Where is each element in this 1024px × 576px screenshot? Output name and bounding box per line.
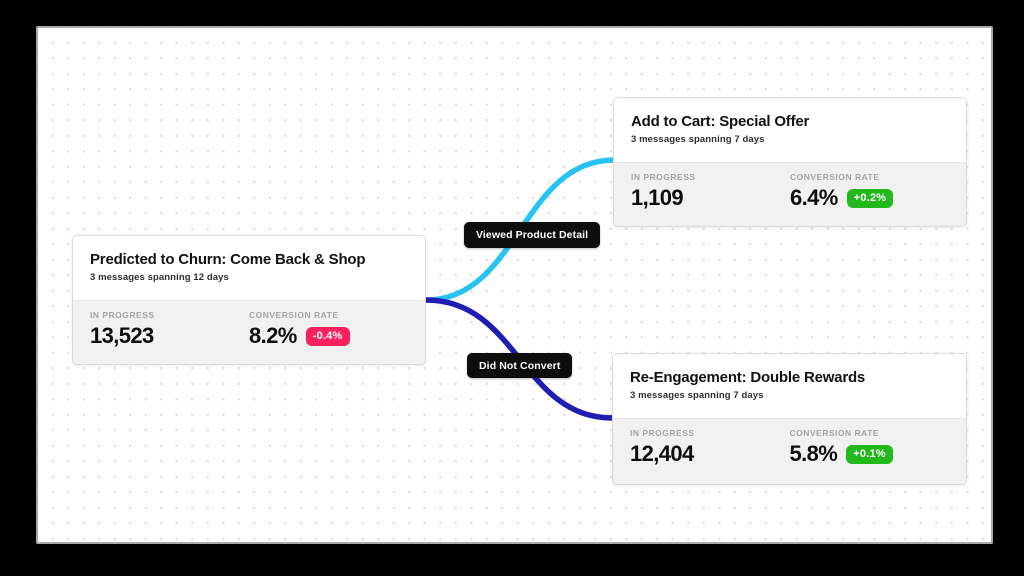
conversion-rate-stat: CONVERSION RATE 8.2% -0.4% — [249, 310, 408, 364]
conversion-rate-value: 5.8% — [789, 441, 838, 466]
node-stats: IN PROGRESS 12,404 CONVERSION RATE 5.8% … — [613, 418, 966, 484]
node-stats: IN PROGRESS 13,523 CONVERSION RATE 8.2% … — [73, 300, 425, 364]
node-title: Re-Engagement: Double Rewards — [630, 369, 866, 386]
conversion-rate-label: CONVERSION RATE — [790, 172, 880, 182]
in-progress-stat: IN PROGRESS 1,109 — [631, 172, 790, 226]
journey-canvas[interactable]: Predicted to Churn: Come Back & Shop 3 m… — [36, 26, 993, 544]
node-title: Predicted to Churn: Come Back & Shop — [90, 251, 366, 268]
conversion-delta-badge: -0.4% — [305, 326, 350, 346]
conversion-rate-label: CONVERSION RATE — [249, 310, 339, 320]
node-subtitle: 3 messages spanning 7 days — [630, 390, 764, 401]
conversion-delta-badge: +0.1% — [846, 444, 893, 464]
node-subtitle: 3 messages spanning 12 days — [90, 272, 229, 283]
in-progress-stat: IN PROGRESS 12,404 — [630, 428, 790, 484]
journey-node-add-to-cart[interactable]: Add to Cart: Special Offer 3 messages sp… — [613, 97, 967, 227]
node-title: Add to Cart: Special Offer — [631, 113, 810, 130]
in-progress-value: 12,404 — [630, 441, 694, 466]
edge-label-viewed-product-detail[interactable]: Viewed Product Detail — [464, 222, 601, 248]
edge-label-did-not-convert[interactable]: Did Not Convert — [467, 353, 573, 378]
node-header: Predicted to Churn: Come Back & Shop 3 m… — [73, 236, 425, 300]
conversion-rate-label: CONVERSION RATE — [789, 428, 880, 438]
conversion-rate-stat: CONVERSION RATE 6.4% +0.2% — [790, 172, 949, 226]
in-progress-label: IN PROGRESS — [90, 310, 155, 320]
conversion-rate-stat: CONVERSION RATE 5.8% +0.1% — [789, 428, 950, 484]
conversion-rate-value: 8.2% — [249, 323, 297, 348]
node-stats: IN PROGRESS 1,109 CONVERSION RATE 6.4% +… — [614, 162, 966, 226]
in-progress-value: 1,109 — [631, 185, 684, 210]
node-header: Re-Engagement: Double Rewards 3 messages… — [613, 354, 966, 418]
journey-node-re-engagement[interactable]: Re-Engagement: Double Rewards 3 messages… — [612, 353, 967, 485]
journey-node-predicted-to-churn[interactable]: Predicted to Churn: Come Back & Shop 3 m… — [72, 235, 426, 365]
conversion-delta-badge: +0.2% — [846, 188, 894, 208]
in-progress-stat: IN PROGRESS 13,523 — [90, 310, 249, 364]
in-progress-label: IN PROGRESS — [631, 172, 696, 182]
in-progress-label: IN PROGRESS — [630, 428, 695, 438]
node-header: Add to Cart: Special Offer 3 messages sp… — [614, 98, 966, 162]
node-subtitle: 3 messages spanning 7 days — [631, 134, 765, 145]
in-progress-value: 13,523 — [90, 323, 154, 348]
conversion-rate-value: 6.4% — [790, 185, 838, 210]
